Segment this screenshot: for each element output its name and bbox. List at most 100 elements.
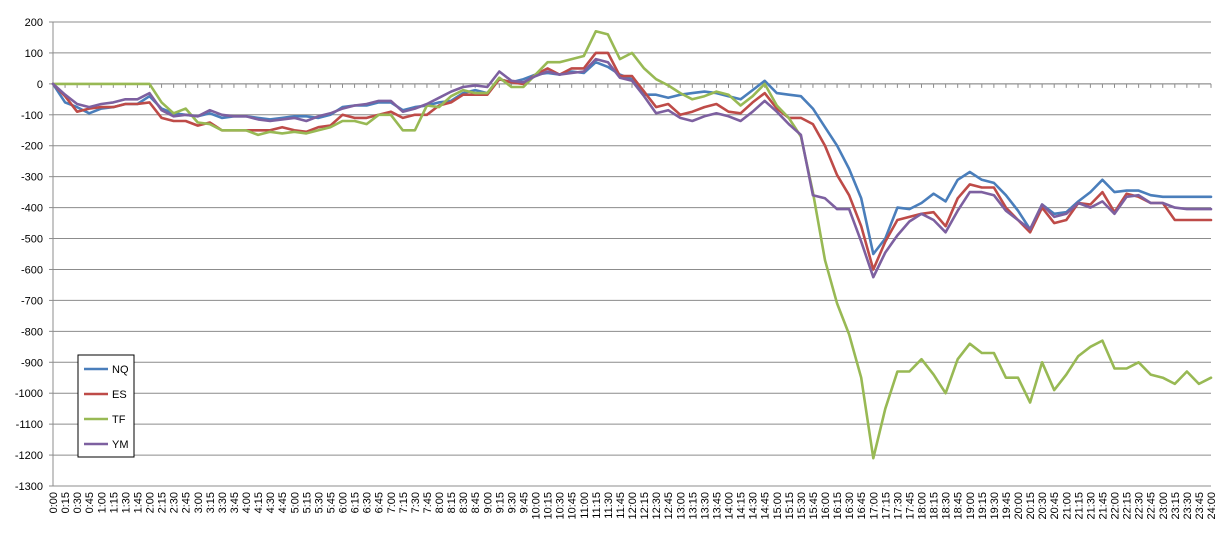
x-tick-label: 13:15	[687, 492, 699, 520]
x-tick-label: 2:15	[157, 492, 169, 513]
x-tick-label: 19:30	[989, 492, 1001, 520]
x-tick-label: 22:45	[1146, 492, 1158, 520]
x-tick-label: 14:00	[724, 492, 736, 520]
x-tick-label: 14:30	[748, 492, 760, 520]
x-tick-label: 0:15	[60, 492, 72, 513]
x-tick-label: 6:15	[350, 492, 362, 513]
x-tick-label: 2:00	[145, 492, 157, 513]
x-tick-label: 23:15	[1170, 492, 1182, 520]
x-tick-label: 7:30	[410, 492, 422, 513]
x-tick-label: 13:00	[675, 492, 687, 520]
x-tick-label: 19:15	[977, 492, 989, 520]
x-tick-label: 4:45	[277, 492, 289, 513]
x-tick-label: 13:30	[699, 492, 711, 520]
x-tick-label: 17:00	[868, 492, 880, 520]
x-tick-label: 20:45	[1049, 492, 1061, 520]
x-tick-label: 5:15	[301, 492, 313, 513]
x-tick-label: 17:30	[892, 492, 904, 520]
x-axis: 0:00 0:15 0:30 0:45 1:00 1:15 1:30 1:45 2:00 2:15…	[48, 83, 1218, 520]
x-tick-label: 8:15	[446, 492, 458, 513]
x-tick-label: 20:00	[1013, 492, 1025, 520]
legend-label-nq: NQ	[112, 364, 129, 376]
x-tick-label: 9:30	[506, 492, 518, 513]
x-tick-label: 24:00	[1206, 492, 1218, 520]
x-tick-label: 3:15	[205, 492, 217, 513]
x-tick-label: 13:45	[711, 492, 723, 520]
legend-label-ym: YM	[112, 439, 129, 451]
x-tick-label: 23:00	[1158, 492, 1170, 520]
y-axis: 200 100 0 -100 -200 -300 -400 -500 -600 -700 -800 -…	[15, 17, 54, 493]
x-tick-label: 8:45	[470, 492, 482, 513]
x-tick-label: 4:00	[241, 492, 253, 513]
y-tick-label: 200	[25, 17, 43, 29]
x-tick-label: 11:45	[615, 492, 627, 519]
x-tick-label: 16:00	[820, 492, 832, 520]
x-tick-label: 16:45	[856, 492, 868, 520]
legend-label-tf: TF	[112, 414, 126, 426]
legend-box	[77, 354, 135, 458]
x-tick-label: 19:00	[965, 492, 977, 520]
x-tick-label: 7:00	[386, 492, 398, 513]
x-tick-label: 0:30	[72, 492, 84, 513]
x-tick-label: 5:45	[325, 492, 337, 513]
x-tick-label: 10:15	[543, 492, 555, 520]
x-tick-label: 19:45	[1001, 492, 1013, 520]
x-tick-label: 12:15	[639, 492, 651, 520]
x-tick-label: 1:30	[120, 492, 132, 513]
x-tick-label: 18:45	[953, 492, 965, 520]
x-tick-label: 14:15	[736, 492, 748, 520]
x-tick-label: 22:30	[1134, 492, 1146, 520]
x-tick-label: 5:30	[313, 492, 325, 513]
x-tick-label: 23:30	[1182, 492, 1194, 520]
x-tick-label: 3:45	[229, 492, 241, 513]
y-tick-label: -200	[21, 141, 43, 153]
x-tick-label: 14:45	[760, 492, 772, 520]
y-tick-label: -1300	[15, 481, 43, 493]
x-tick-label: 2:45	[181, 492, 193, 513]
x-tick-label: 15:15	[784, 492, 796, 520]
x-tick-label: 0:00	[48, 492, 60, 513]
x-tick-label: 18:30	[941, 492, 953, 520]
gridlines	[53, 21, 1211, 487]
x-tick-label: 16:15	[832, 492, 844, 520]
x-tick-label: 11:15	[591, 492, 603, 519]
x-tick-label: 6:45	[374, 492, 386, 513]
x-tick-label: 17:15	[880, 492, 892, 520]
x-tick-label: 21:15	[1073, 492, 1085, 520]
y-tick-label: -800	[21, 326, 43, 338]
x-tick-label: 16:30	[844, 492, 856, 520]
x-tick-label: 8:00	[434, 492, 446, 513]
x-tick-label: 8:30	[458, 492, 470, 513]
x-tick-label: 22:15	[1122, 492, 1134, 520]
series-line-ym	[51, 57, 1213, 279]
x-tick-label: 20:30	[1037, 492, 1049, 520]
y-tick-label: 0	[37, 79, 43, 91]
x-tick-label: 6:00	[338, 492, 350, 513]
x-tick-label: 7:15	[398, 492, 410, 513]
x-tick-label: 1:15	[108, 492, 120, 513]
series-lines	[51, 29, 1213, 460]
x-tick-label: 18:00	[917, 492, 929, 520]
x-tick-label: 1:45	[132, 492, 144, 513]
x-tick-label: 11:00	[579, 492, 591, 519]
x-tick-label: 12:30	[651, 492, 663, 520]
y-tick-label: -700	[21, 295, 43, 307]
x-tick-label: 1:00	[96, 492, 108, 513]
x-tick-label: 9:45	[518, 492, 530, 513]
x-tick-label: 4:15	[253, 492, 265, 513]
x-tick-label: 0:45	[84, 492, 96, 513]
y-tick-label: -1200	[15, 450, 43, 462]
x-tick-label: 18:15	[929, 492, 941, 520]
y-tick-label: -500	[21, 234, 43, 246]
x-tick-label: 21:45	[1097, 492, 1109, 520]
y-tick-label: -1000	[15, 388, 43, 400]
x-tick-label: 22:00	[1110, 492, 1122, 520]
x-tick-label: 9:00	[482, 492, 494, 513]
x-tick-label: 21:30	[1085, 492, 1097, 520]
x-tick-label: 15:00	[772, 492, 784, 520]
x-tick-label: 3:30	[217, 492, 229, 513]
x-tick-label: 23:45	[1194, 492, 1206, 520]
y-tick-label: -900	[21, 357, 43, 369]
x-tick-label: 10:00	[531, 492, 543, 520]
